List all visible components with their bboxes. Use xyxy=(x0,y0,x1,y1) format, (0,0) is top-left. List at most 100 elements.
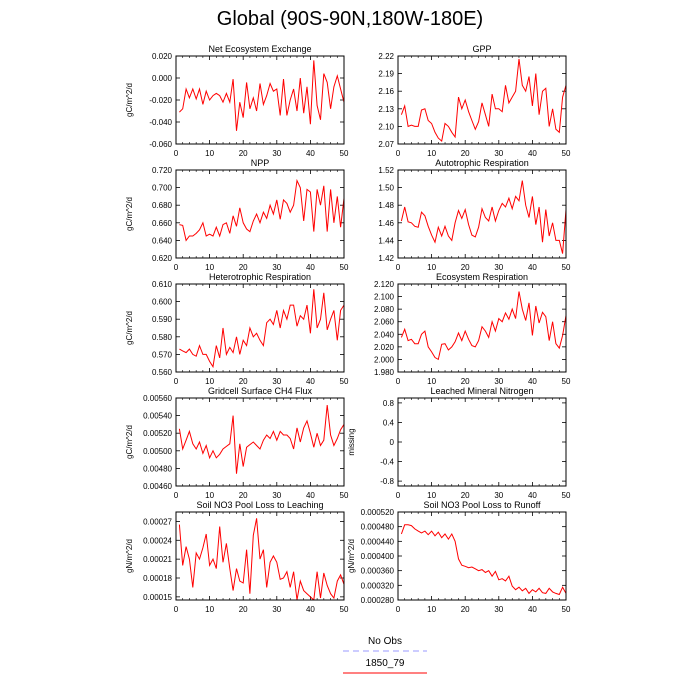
y-tick-label: 0.610 xyxy=(152,280,173,289)
y-tick-label: 0.000520 xyxy=(361,508,395,517)
x-tick-label: 0 xyxy=(396,263,401,272)
x-tick-label: 50 xyxy=(562,377,571,386)
x-tick-label: 10 xyxy=(205,605,214,614)
x-tick-label: 0 xyxy=(174,491,179,500)
x-tick-label: 30 xyxy=(494,263,503,272)
y-tick-label: 2.100 xyxy=(374,293,395,302)
y-tick-label: 0.640 xyxy=(152,236,173,245)
panel-title: Soil NO3 Pool Loss to Leaching xyxy=(196,500,323,510)
x-tick-label: 50 xyxy=(340,377,349,386)
y-tick-label: 0.680 xyxy=(152,201,173,210)
y-tick-label: 2.19 xyxy=(378,70,394,79)
y-tick-label: 2.10 xyxy=(378,122,394,131)
x-tick-label: 20 xyxy=(461,263,470,272)
x-tick-label: 30 xyxy=(494,491,503,500)
series-line xyxy=(400,524,566,596)
y-tick-label: 2.16 xyxy=(378,87,394,96)
y-axis-label: gN/m^2/d xyxy=(125,539,134,573)
y-tick-label: 0.00018 xyxy=(143,574,172,583)
x-tick-label: 10 xyxy=(427,491,436,500)
y-tick-label: -0.4 xyxy=(380,458,394,467)
y-tick-label: 0.000 xyxy=(152,74,173,83)
figure-title: Global (90S-90N,180W-180E) xyxy=(216,8,484,30)
x-tick-label: 50 xyxy=(340,263,349,272)
plot-frame xyxy=(175,283,345,373)
y-tick-label: 0.8 xyxy=(383,399,395,408)
y-tick-label: 1.46 xyxy=(378,219,394,228)
panel-8: Soil NO3 Pool Loss to Leaching gN/m^2/d 0 1… xyxy=(125,500,349,614)
y-axis-label: gC/m^2/d xyxy=(125,197,134,231)
x-tick-label: 40 xyxy=(528,263,537,272)
y-tick-label: 2.040 xyxy=(374,330,395,339)
series-line xyxy=(179,60,344,131)
x-tick-label: 0 xyxy=(174,149,179,158)
series-line xyxy=(178,404,344,474)
x-tick-label: 10 xyxy=(427,605,436,614)
x-tick-label: 30 xyxy=(494,605,503,614)
x-tick-label: 20 xyxy=(239,605,248,614)
x-tick-label: 0 xyxy=(396,149,401,158)
y-tick-label: 1.52 xyxy=(378,166,394,175)
y-tick-label: 2.020 xyxy=(374,343,395,352)
panel-0: Net Ecosystem Exchange gC/m^2/d 0 10 20 30 40 5… xyxy=(125,44,349,158)
y-axis-label: gC/m^2/d xyxy=(125,311,134,345)
y-tick-label: 0.00021 xyxy=(143,555,172,564)
series-line xyxy=(400,180,566,254)
series-line xyxy=(179,178,344,242)
x-tick-label: 50 xyxy=(340,605,349,614)
y-tick-label: 2.080 xyxy=(374,305,395,314)
x-tick-label: 30 xyxy=(272,491,281,500)
y-axis-label: gC/m^2/d xyxy=(125,83,134,117)
x-tick-label: 50 xyxy=(340,491,349,500)
x-tick-label: 0 xyxy=(174,377,179,386)
x-tick-label: 50 xyxy=(562,491,571,500)
x-tick-label: 20 xyxy=(239,491,248,500)
plot-frame xyxy=(175,55,345,145)
panel-title: Ecosystem Respiration xyxy=(436,272,528,282)
panel-title: Leached Mineral Nitrogen xyxy=(430,386,533,396)
x-tick-label: 0 xyxy=(174,263,179,272)
x-tick-label: 20 xyxy=(461,377,470,386)
plot-frame xyxy=(175,397,345,487)
y-tick-label: 0.00520 xyxy=(143,429,172,438)
x-tick-label: 20 xyxy=(461,149,470,158)
x-tick-label: 30 xyxy=(272,605,281,614)
x-tick-label: 30 xyxy=(272,149,281,158)
y-tick-label: 0.4 xyxy=(383,418,395,427)
plot-frame xyxy=(397,397,567,487)
y-tick-label: 1.42 xyxy=(378,254,394,263)
y-tick-label: 0.00015 xyxy=(143,593,172,602)
y-tick-label: -0.020 xyxy=(149,96,172,105)
y-tick-label: 0.720 xyxy=(152,166,173,175)
x-tick-label: 50 xyxy=(562,605,571,614)
x-tick-label: 40 xyxy=(306,605,315,614)
y-tick-label: 1.980 xyxy=(374,368,395,377)
panel-1: GPP 0 10 20 30 40 50 2.07 2.10 2.13 2.16 2.19 2.22 xyxy=(378,44,571,158)
panel-title: Gridcell Surface CH4 Flux xyxy=(208,386,313,396)
x-tick-label: 50 xyxy=(340,149,349,158)
x-tick-label: 40 xyxy=(306,377,315,386)
x-tick-label: 40 xyxy=(528,491,537,500)
y-tick-label: 2.000 xyxy=(374,355,395,364)
x-tick-label: 0 xyxy=(396,605,401,614)
y-axis-label: missing xyxy=(347,428,356,455)
series-line xyxy=(400,291,566,361)
y-tick-label: 0.570 xyxy=(152,350,173,359)
x-tick-label: 0 xyxy=(396,491,401,500)
x-tick-label: 30 xyxy=(494,149,503,158)
plot-frame xyxy=(397,55,567,145)
y-tick-label: 0.560 xyxy=(152,368,173,377)
y-tick-label: 0.590 xyxy=(152,315,173,324)
panel-7: Leached Mineral Nitrogen missing 0 10 20 30 40… xyxy=(347,386,571,500)
panel-3: Autotrophic Respiration 0 10 20 30 40 50 1.42 1.… xyxy=(378,158,571,272)
y-tick-label: 0.00460 xyxy=(143,482,172,491)
x-tick-label: 10 xyxy=(427,263,436,272)
y-tick-label: 0.00500 xyxy=(143,447,172,456)
panel-6: Gridcell Surface CH4 Flux gC/m^2/d 0 10 20 30… xyxy=(125,386,349,500)
y-tick-label: 0.00480 xyxy=(143,464,172,473)
y-tick-label: -0.060 xyxy=(149,140,172,149)
x-tick-label: 20 xyxy=(461,605,470,614)
x-tick-label: 10 xyxy=(205,491,214,500)
y-tick-label: -0.8 xyxy=(380,477,394,486)
x-tick-label: 20 xyxy=(461,491,470,500)
